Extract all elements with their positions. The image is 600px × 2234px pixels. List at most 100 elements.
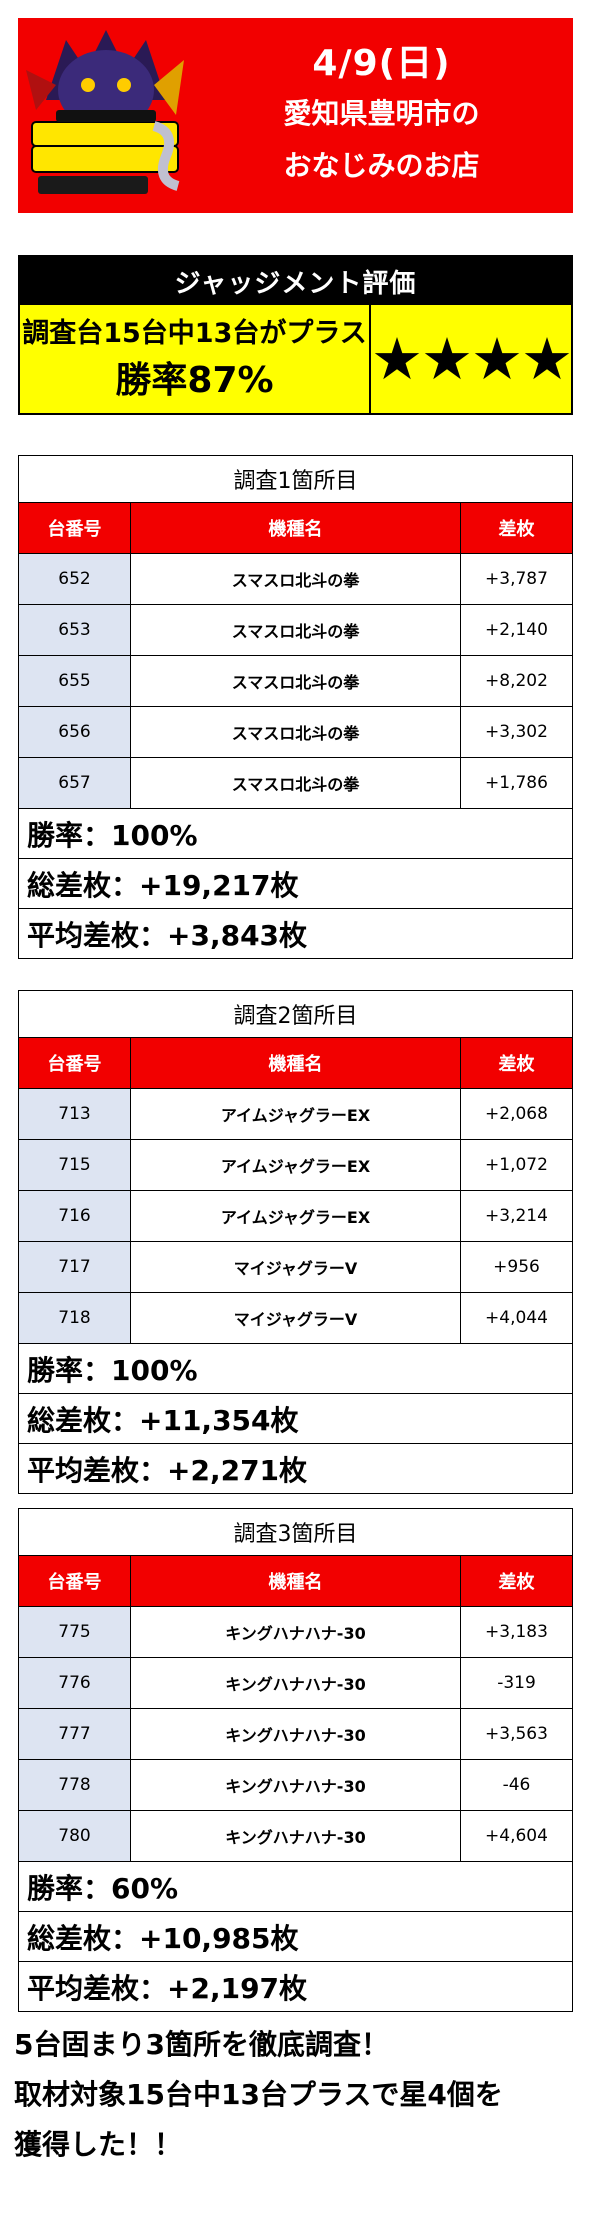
survey-title: 調査1箇所目: [19, 456, 572, 503]
table-row: 776 キングハナハナ‐30 -319: [19, 1658, 572, 1709]
table-header: 台番号 機種名 差枚: [19, 503, 572, 554]
store-text: おなじみのお店: [283, 148, 480, 182]
machine-no: 655: [19, 656, 131, 706]
machine-no: 716: [19, 1191, 131, 1241]
table-row: 718 マイジャグラーV +4,044: [19, 1293, 572, 1344]
machine-no: 780: [19, 1811, 131, 1861]
header-diff: 差枚: [498, 1054, 535, 1075]
average-diff: 平均差枚：+2,271枚: [27, 1453, 308, 1487]
average-diff: 平均差枚：+3,843枚: [27, 918, 308, 952]
machine-no: 776: [19, 1658, 131, 1708]
model-name: キングハナハナ‐30: [131, 1607, 461, 1657]
diff-value: +4,044: [485, 1308, 548, 1328]
model-name: アイムジャグラーEX: [131, 1089, 461, 1139]
header-text: 4/9(日) 愛知県豊明市の おなじみのお店: [190, 18, 573, 213]
machine-no: 778: [19, 1760, 131, 1810]
model-name: マイジャグラーV: [131, 1293, 461, 1343]
model-name: キングハナハナ‐30: [131, 1658, 461, 1708]
win-rate: 勝率：100%: [19, 1344, 572, 1394]
table-row: 717 マイジャグラーV +956: [19, 1242, 572, 1293]
total-diff: 総差枚：+19,217枚: [19, 859, 572, 909]
evaluation-title: ジャッジメント評価: [20, 257, 571, 305]
model-name: スマスロ北斗の拳: [131, 758, 461, 808]
table-row: 657 スマスロ北斗の拳 +1,786: [19, 758, 572, 809]
model-name: スマスロ北斗の拳: [131, 554, 461, 604]
logo-artwork: [26, 30, 184, 194]
model-name: マイジャグラーV: [131, 1242, 461, 1292]
model-name: スマスロ北斗の拳: [131, 707, 461, 757]
model-name: アイムジャグラーEX: [131, 1191, 461, 1241]
diff-value: +3,183: [485, 1622, 548, 1642]
table-row: 777 キングハナハナ‐30 +3,563: [19, 1709, 572, 1760]
survey-title: 調査3箇所目: [19, 1509, 572, 1556]
table-row: 655 スマスロ北斗の拳 +8,202: [19, 656, 572, 707]
survey-table-1: 調査1箇所目 台番号 機種名 差枚 652 スマスロ北斗の拳 +3,787 65…: [18, 455, 573, 959]
table-header: 台番号 機種名 差枚: [19, 1038, 572, 1089]
win-rate: 勝率：60%: [19, 1862, 572, 1912]
diff-value: +956: [493, 1257, 540, 1277]
footer-line: 獲得した！！: [14, 2128, 183, 2161]
machine-no: 652: [19, 554, 131, 604]
diff-value: +1,072: [485, 1155, 548, 1175]
diff-value: +3,214: [485, 1206, 548, 1226]
evaluation-win-rate: 勝率87%: [115, 360, 274, 401]
header-model: 機種名: [131, 503, 461, 553]
win-rate: 勝率：100%: [19, 809, 572, 859]
machine-no: 717: [19, 1242, 131, 1292]
table-row: 780 キングハナハナ‐30 +4,604: [19, 1811, 572, 1862]
table-row: 716 アイムジャグラーEX +3,214: [19, 1191, 572, 1242]
table-row: 652 スマスロ北斗の拳 +3,787: [19, 554, 572, 605]
machine-no: 657: [19, 758, 131, 808]
diff-value: +2,140: [485, 620, 548, 640]
header-machine-no: 台番号: [19, 503, 131, 553]
evaluation-body: 調査台15台中13台がプラス 勝率87% ★★★★: [20, 305, 573, 413]
table-row: 775 キングハナハナ‐30 +3,183: [19, 1607, 572, 1658]
location-text: 愛知県豊明市の: [283, 96, 480, 130]
diff-value: +2,068: [485, 1104, 548, 1124]
model-name: アイムジャグラーEX: [131, 1140, 461, 1190]
machine-no: 653: [19, 605, 131, 655]
event-date: 4/9(日): [312, 42, 451, 84]
total-diff: 総差枚：+10,985枚: [19, 1912, 572, 1962]
header-machine-no: 台番号: [19, 1038, 131, 1088]
star-rating: ★★★★: [371, 305, 573, 413]
diff-value: +4,604: [485, 1826, 548, 1846]
model-name: スマスロ北斗の拳: [131, 656, 461, 706]
survey-table-2: 調査2箇所目 台番号 機種名 差枚 713 アイムジャグラーEX +2,068 …: [18, 990, 573, 1494]
model-name: スマスロ北斗の拳: [131, 605, 461, 655]
diff-value: -319: [497, 1673, 536, 1693]
header-model: 機種名: [131, 1556, 461, 1606]
footer-line: 取材対象15台中13台プラスで星4個を: [14, 2078, 503, 2111]
machine-no: 713: [19, 1089, 131, 1139]
machine-no: 777: [19, 1709, 131, 1759]
header-machine-no: 台番号: [19, 1556, 131, 1606]
average-diff: 平均差枚：+2,197枚: [27, 1971, 308, 2005]
machine-no: 656: [19, 707, 131, 757]
evaluation-summary: 調査台15台中13台がプラス 勝率87%: [20, 305, 372, 413]
evaluation-summary-text: 調査台15台中13台がプラス: [22, 318, 367, 349]
diff-value: -46: [502, 1775, 531, 1795]
table-row: 778 キングハナハナ‐30 -46: [19, 1760, 572, 1811]
header-diff: 差枚: [498, 519, 535, 540]
judgment-evaluation: ジャッジメント評価 調査台15台中13台がプラス 勝率87% ★★★★: [18, 255, 573, 415]
header-diff: 差枚: [498, 1572, 535, 1593]
table-header: 台番号 機種名 差枚: [19, 1556, 572, 1607]
table-row: 656 スマスロ北斗の拳 +3,302: [19, 707, 572, 758]
table-row: 653 スマスロ北斗の拳 +2,140: [19, 605, 572, 656]
table-row: 715 アイムジャグラーEX +1,072: [19, 1140, 572, 1191]
machine-no: 715: [19, 1140, 131, 1190]
footer-summary: 5台固まり3箇所を徹底調査！ 取材対象15台中13台プラスで星4個を 獲得した！…: [14, 2020, 589, 2170]
machine-no: 775: [19, 1607, 131, 1657]
machine-no: 718: [19, 1293, 131, 1343]
table-row: 713 アイムジャグラーEX +2,068: [19, 1089, 572, 1140]
diff-value: +3,302: [485, 722, 548, 742]
diff-value: +1,786: [485, 773, 548, 793]
header-banner: 4/9(日) 愛知県豊明市の おなじみのお店: [18, 18, 573, 213]
survey-table-3: 調査3箇所目 台番号 機種名 差枚 775 キングハナハナ‐30 +3,183 …: [18, 1508, 573, 2012]
model-name: キングハナハナ‐30: [131, 1709, 461, 1759]
diff-value: +3,787: [485, 569, 548, 589]
total-diff: 総差枚：+11,354枚: [19, 1394, 572, 1444]
footer-line: 5台固まり3箇所を徹底調査！: [14, 2028, 389, 2061]
model-name: キングハナハナ‐30: [131, 1811, 461, 1861]
model-name: キングハナハナ‐30: [131, 1760, 461, 1810]
